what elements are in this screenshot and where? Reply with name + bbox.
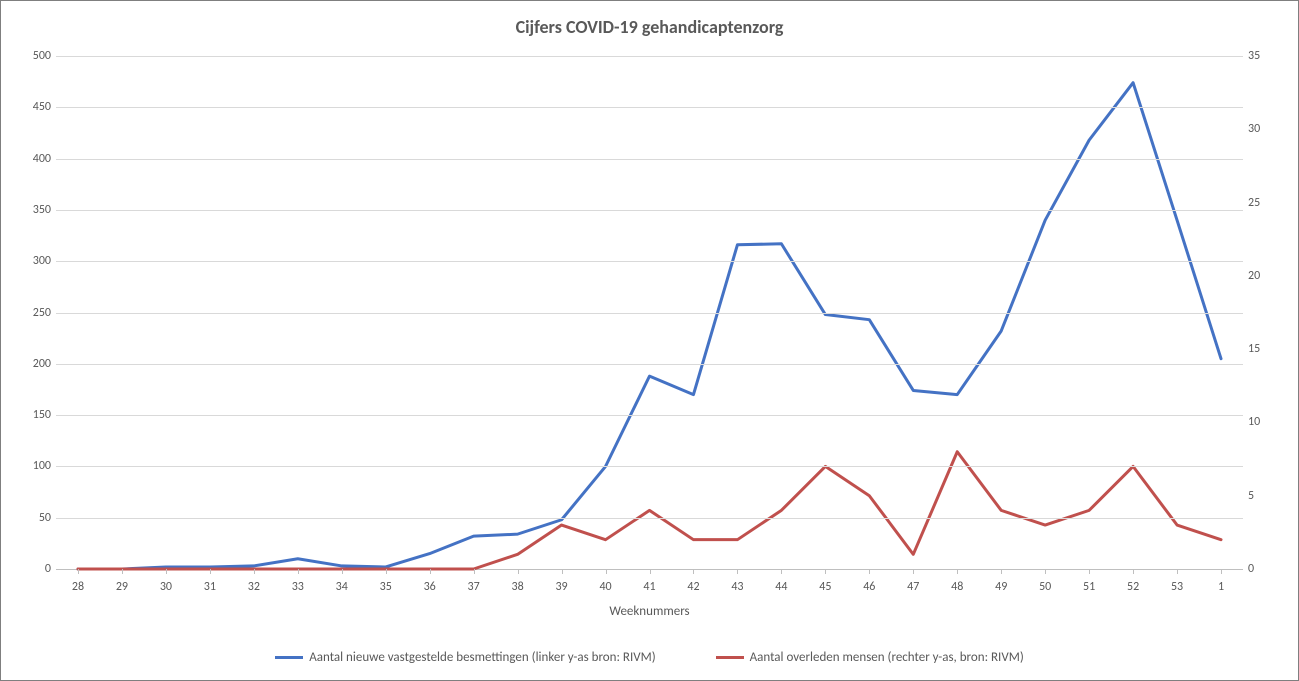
x-tick-label: 28: [72, 580, 84, 594]
x-tick-label: 48: [951, 580, 963, 594]
y-left-tick-label: 100: [16, 459, 51, 473]
x-tick-label: 45: [819, 580, 831, 594]
x-tick: [254, 569, 255, 574]
gridline: [56, 518, 1243, 519]
x-tick-label: 35: [380, 580, 392, 594]
gridline: [56, 364, 1243, 365]
x-tick: [166, 569, 167, 574]
y-right-tick-label: 15: [1248, 342, 1278, 356]
gridline: [56, 466, 1243, 467]
gridline: [56, 159, 1243, 160]
x-tick-label: 42: [687, 580, 699, 594]
legend-label: Aantal overleden mensen (rechter y-as, b…: [750, 650, 1024, 665]
x-tick: [913, 569, 914, 574]
y-right-tick-label: 10: [1248, 415, 1278, 429]
x-tick: [78, 569, 79, 574]
x-tick: [430, 569, 431, 574]
gridline: [56, 415, 1243, 416]
x-tick: [474, 569, 475, 574]
chart-title: Cijfers COVID-19 gehandicaptenzorg: [1, 16, 1298, 38]
x-tick-label: 43: [731, 580, 743, 594]
x-tick-label: 1: [1218, 580, 1224, 594]
x-tick: [737, 569, 738, 574]
x-axis-title: Weeknummers: [56, 604, 1243, 619]
gridline: [56, 210, 1243, 211]
legend-swatch: [716, 656, 744, 659]
x-tick-label: 40: [599, 580, 611, 594]
x-tick: [1089, 569, 1090, 574]
x-tick: [781, 569, 782, 574]
x-tick: [298, 569, 299, 574]
x-tick: [562, 569, 563, 574]
y-left-tick-label: 0: [16, 562, 51, 576]
x-tick-label: 46: [863, 580, 875, 594]
x-tick: [210, 569, 211, 574]
x-tick: [1177, 569, 1178, 574]
x-tick: [957, 569, 958, 574]
plot-area: Weeknummers 0501001502002503003504004505…: [56, 56, 1243, 570]
x-tick-label: 38: [512, 580, 524, 594]
x-tick-label: 33: [292, 580, 304, 594]
x-tick: [869, 569, 870, 574]
y-right-tick-label: 30: [1248, 122, 1278, 136]
y-right-tick-label: 25: [1248, 196, 1278, 210]
gridline: [56, 56, 1243, 57]
x-tick: [1001, 569, 1002, 574]
y-left-tick-label: 450: [16, 100, 51, 114]
y-left-tick-label: 150: [16, 408, 51, 422]
x-tick: [1221, 569, 1222, 574]
y-left-tick-label: 400: [16, 152, 51, 166]
legend: Aantal nieuwe vastgestelde besmettingen …: [1, 650, 1298, 665]
series-line: [78, 83, 1221, 569]
x-tick: [606, 569, 607, 574]
legend-item: Aantal nieuwe vastgestelde besmettingen …: [275, 650, 655, 665]
x-tick: [342, 569, 343, 574]
y-left-tick-label: 300: [16, 254, 51, 268]
x-tick-label: 47: [907, 580, 919, 594]
x-tick-label: 31: [204, 580, 216, 594]
x-tick: [386, 569, 387, 574]
x-tick: [825, 569, 826, 574]
y-right-tick-label: 35: [1248, 49, 1278, 63]
x-tick-label: 34: [336, 580, 348, 594]
x-tick-label: 39: [555, 580, 567, 594]
y-left-tick-label: 350: [16, 203, 51, 217]
x-tick: [1045, 569, 1046, 574]
y-left-tick-label: 500: [16, 49, 51, 63]
x-tick-label: 29: [116, 580, 128, 594]
x-tick-label: 53: [1171, 580, 1183, 594]
x-tick: [693, 569, 694, 574]
x-tick-label: 36: [424, 580, 436, 594]
x-tick: [518, 569, 519, 574]
legend-item: Aantal overleden mensen (rechter y-as, b…: [716, 650, 1024, 665]
y-right-tick-label: 20: [1248, 269, 1278, 283]
x-tick-label: 49: [995, 580, 1007, 594]
x-tick-label: 41: [643, 580, 655, 594]
x-tick: [650, 569, 651, 574]
x-tick: [1133, 569, 1134, 574]
y-right-tick-label: 5: [1248, 489, 1278, 503]
x-tick-label: 44: [775, 580, 787, 594]
y-right-tick-label: 0: [1248, 562, 1278, 576]
y-left-tick-label: 250: [16, 306, 51, 320]
y-left-tick-label: 200: [16, 357, 51, 371]
x-tick-label: 37: [468, 580, 480, 594]
x-tick: [122, 569, 123, 574]
x-tick-label: 30: [160, 580, 172, 594]
gridline: [56, 313, 1243, 314]
chart-container: Cijfers COVID-19 gehandicaptenzorg Weekn…: [0, 0, 1299, 681]
gridline: [56, 261, 1243, 262]
legend-swatch: [275, 656, 303, 659]
gridline: [56, 107, 1243, 108]
series-line: [78, 452, 1221, 569]
x-tick-label: 50: [1039, 580, 1051, 594]
x-tick-label: 52: [1127, 580, 1139, 594]
y-left-tick-label: 50: [16, 511, 51, 525]
x-tick-label: 51: [1083, 580, 1095, 594]
legend-label: Aantal nieuwe vastgestelde besmettingen …: [309, 650, 655, 665]
x-tick-label: 32: [248, 580, 260, 594]
